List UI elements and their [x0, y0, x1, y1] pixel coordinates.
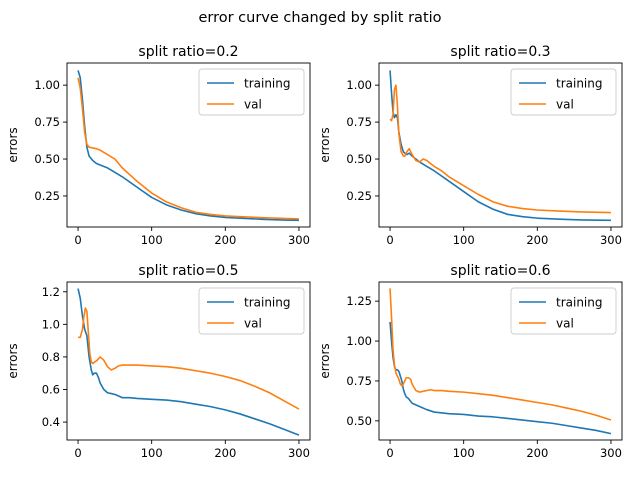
- y-tick-label: 1.00: [34, 78, 60, 92]
- y-tick-label: 0.50: [346, 414, 372, 428]
- x-tick-label: 100: [141, 233, 163, 247]
- y-tick-label: 1.00: [346, 334, 372, 348]
- y-tick-label: 0.75: [34, 115, 60, 129]
- figure-suptitle: error curve changed by split ratio: [198, 10, 441, 26]
- legend-entry-val: val: [556, 98, 574, 112]
- y-tick-label: 0.4: [42, 415, 60, 429]
- legend-entry-val: val: [244, 317, 262, 331]
- axes-frame: [378, 62, 623, 228]
- x-tick-label: 0: [386, 233, 393, 247]
- axes-frame: [378, 281, 623, 441]
- y-tick-label: 0.8: [42, 350, 60, 364]
- x-tick-label: 300: [600, 233, 622, 247]
- x-tick-label: 0: [74, 446, 81, 460]
- x-tick-label: 200: [526, 233, 548, 247]
- legend: training val: [198, 68, 305, 116]
- subplot-1: split ratio=0.2 0 100 200 300 0.25 0.50 0.75 1.0…: [6, 44, 311, 247]
- x-tick-label: 200: [214, 446, 236, 460]
- y-tick-label: 0.50: [34, 152, 60, 166]
- subplot-3: split ratio=0.5 0 100 200 300 0.4 0.6 0.8 1.0 1.2…: [6, 263, 311, 460]
- x-tick-label: 0: [386, 446, 393, 460]
- subplot-2: split ratio=0.3 0 100 200 300 0.25 0.50 0.75 1.0…: [318, 44, 623, 247]
- legend-entry-training: training: [556, 77, 603, 91]
- x-tick-label: 300: [288, 233, 310, 247]
- x-tick-label: 300: [288, 446, 310, 460]
- subplot-title: split ratio=0.2: [138, 44, 238, 60]
- y-tick-label: 0.6: [42, 383, 60, 397]
- x-tick-label: 200: [526, 446, 548, 460]
- subplot-4: split ratio=0.6 0 100 200 300 0.50 0.75 1.00 1.2…: [318, 263, 623, 460]
- y-axis-label: errors: [318, 127, 332, 162]
- series-line-training: [77, 288, 300, 436]
- axes-frame: [66, 62, 311, 228]
- y-tick-label: 0.50: [346, 152, 372, 166]
- y-axis-label: errors: [318, 343, 332, 378]
- subplot-title: split ratio=0.5: [138, 263, 238, 279]
- legend: training val: [510, 287, 617, 335]
- axes-frame: [66, 281, 311, 441]
- series-line-training: [389, 321, 612, 435]
- legend-entry-val: val: [244, 98, 262, 112]
- y-tick-label: 0.75: [346, 115, 372, 129]
- x-tick-label: 200: [214, 233, 236, 247]
- legend-entry-training: training: [244, 296, 291, 310]
- legend: training val: [198, 287, 305, 335]
- x-tick-label: 100: [453, 446, 475, 460]
- subplot-title: split ratio=0.3: [450, 44, 550, 60]
- legend: training val: [510, 68, 617, 116]
- series-line-val: [389, 84, 611, 214]
- series-line-val: [389, 288, 612, 421]
- legend-entry-training: training: [244, 77, 291, 91]
- y-axis-label: errors: [6, 343, 20, 378]
- y-tick-label: 1.25: [346, 294, 372, 308]
- y-tick-label: 0.25: [34, 189, 60, 203]
- x-tick-label: 100: [453, 233, 475, 247]
- series-line-val: [78, 307, 300, 410]
- legend-entry-val: val: [556, 317, 574, 331]
- y-tick-label: 1.0: [42, 317, 60, 331]
- x-tick-label: 0: [74, 233, 81, 247]
- y-tick-label: 0.25: [346, 189, 372, 203]
- legend-entry-training: training: [556, 296, 603, 310]
- y-tick-label: 1.00: [346, 78, 372, 92]
- y-tick-label: 1.2: [42, 285, 60, 299]
- y-tick-label: 0.75: [346, 374, 372, 388]
- series-line-val: [77, 77, 299, 220]
- x-tick-label: 300: [600, 446, 622, 460]
- subplot-title: split ratio=0.6: [450, 263, 550, 279]
- y-axis-label: errors: [6, 127, 20, 162]
- x-tick-label: 100: [141, 446, 163, 460]
